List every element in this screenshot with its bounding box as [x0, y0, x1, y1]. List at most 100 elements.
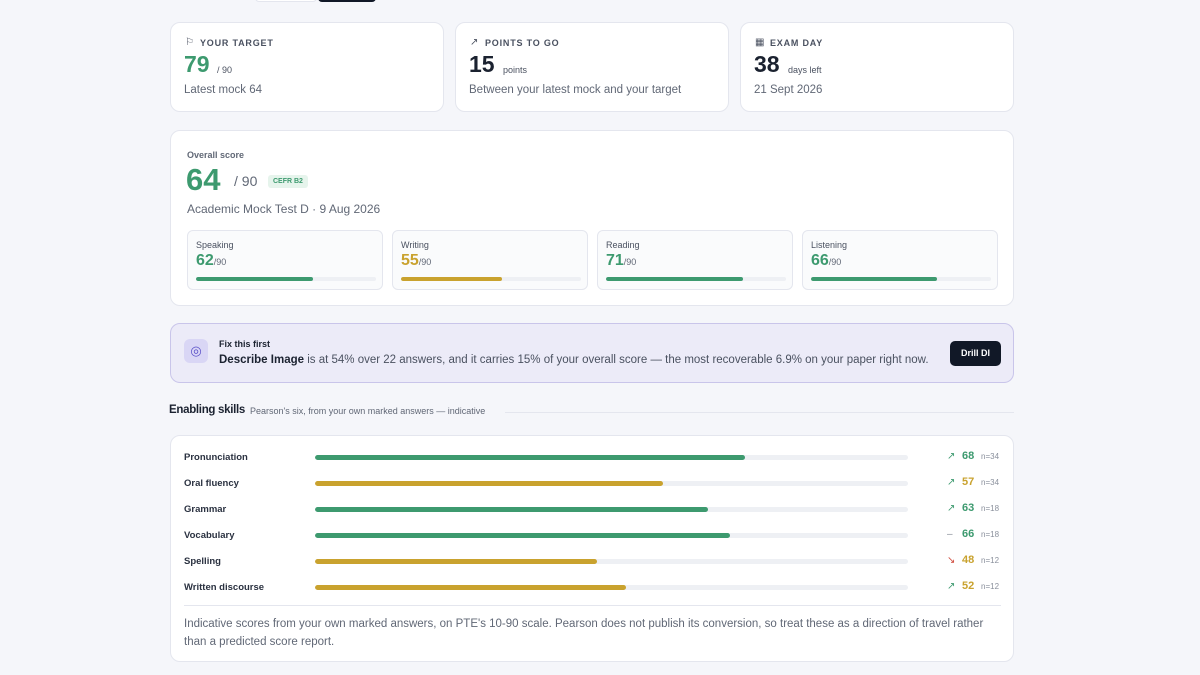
skill-count: n=18	[981, 504, 1000, 513]
subscore-unit: /90	[213, 257, 227, 267]
subscore-card: Listening 66/90	[802, 230, 998, 290]
stat-unit: / 90	[217, 65, 233, 75]
skills-card: Pronunciation ↗ 68 n=34 Oral fluency ↗ 57 n=34 G…	[170, 435, 1014, 662]
stat-card: ↗ POINTS TO GO 15 points Between your latest…	[455, 22, 729, 112]
bar-track	[315, 507, 908, 512]
stat-label: YOUR TARGET	[200, 38, 274, 48]
bar-track	[401, 277, 581, 281]
stat-icon: ▦	[755, 37, 765, 48]
stat-note: Between your latest mock and your target	[469, 84, 682, 96]
overall-label: Overall score	[187, 150, 245, 160]
stat-card: ▦ EXAM DAY 38 days left 21 Sept 2026	[740, 22, 1014, 112]
trend-icon: ↗	[947, 581, 956, 592]
skill-count: n=34	[981, 478, 1000, 487]
bar	[811, 277, 937, 281]
stat-value: 38	[754, 51, 780, 77]
subscore-value: 62/90	[196, 252, 226, 270]
tab-stub	[255, 0, 317, 2]
skills-note: Indicative scores from your own marked a…	[184, 618, 984, 648]
bar	[315, 481, 664, 486]
subscore-name: Speaking	[196, 240, 234, 250]
bar-track	[811, 277, 991, 281]
subscore-card: Writing 55/90	[392, 230, 588, 290]
bar	[196, 277, 313, 281]
overall-value: 64	[186, 162, 221, 197]
stat-unit: days left	[788, 65, 822, 75]
skill-value: 66	[962, 528, 975, 540]
subscore-card: Reading 71/90	[597, 230, 793, 290]
stat-label: POINTS TO GO	[485, 38, 560, 48]
skill-value: 48	[962, 554, 975, 566]
trend-icon: ↗	[947, 451, 956, 462]
subscore-value-text: 71	[606, 252, 624, 269]
skill-name: Grammar	[184, 504, 227, 515]
subscore-value: 71/90	[606, 252, 636, 270]
skill-count: n=12	[981, 556, 1000, 565]
subscore-card: Speaking 62/90	[187, 230, 383, 290]
trend-icon: –	[947, 529, 953, 540]
overall-card: Overall score 64 / 90 CEFR B2 Academic M…	[170, 130, 1014, 306]
fix-highlight: Describe Image	[219, 354, 305, 366]
bar	[315, 507, 708, 512]
stat-note: 21 Sept 2026	[754, 84, 823, 96]
fix-title: Fix this first	[219, 339, 271, 349]
stat-unit: points	[503, 65, 528, 75]
bar-track	[315, 585, 908, 590]
stat-card: ⚐ YOUR TARGET 79 / 90 Latest mock 64	[170, 22, 444, 112]
trend-icon: ↗	[947, 503, 956, 514]
skill-name: Oral fluency	[184, 478, 239, 489]
bar-track	[315, 455, 908, 460]
trend-icon: ↗	[947, 477, 956, 488]
skills-subtitle: Pearson's six, from your own marked answ…	[250, 406, 486, 416]
subscore-value-text: 62	[196, 252, 214, 269]
subscore-name: Reading	[606, 240, 640, 250]
skill-name: Pronunciation	[184, 452, 248, 463]
bar	[315, 455, 745, 460]
bar-track	[606, 277, 786, 281]
fix-icon: ◎	[184, 339, 208, 363]
bar	[606, 277, 744, 281]
subscore-unit: /90	[418, 257, 432, 267]
skill-value: 63	[962, 502, 975, 514]
fix-message: is at 54% over 22 answers, and it carrie…	[304, 354, 929, 366]
overall-unit: / 90	[234, 173, 258, 189]
divider	[505, 412, 1014, 413]
test-name: Academic Mock Test D · 9 Aug 2026	[187, 202, 381, 216]
skill-count: n=12	[981, 582, 1000, 591]
drill-button[interactable]: Drill DI	[950, 341, 1001, 366]
stat-note: Latest mock 64	[184, 84, 262, 96]
tab-stub-active	[318, 0, 376, 2]
stat-label: EXAM DAY	[770, 38, 824, 48]
skill-count: n=34	[981, 452, 1000, 461]
cefr-badge: CEFR B2	[268, 175, 308, 188]
stat-value: 15	[469, 51, 495, 77]
fix-card: ◎ Fix this first Describe Image is at 54…	[170, 323, 1014, 383]
bar-track	[315, 533, 908, 538]
skill-value: 52	[962, 580, 975, 592]
bar-track	[315, 481, 908, 486]
bar-track	[196, 277, 376, 281]
bar	[315, 585, 627, 590]
skill-name: Spelling	[184, 556, 221, 567]
skill-name: Vocabulary	[184, 530, 235, 541]
skill-value: 57	[962, 476, 975, 488]
skill-name: Written discourse	[184, 582, 265, 593]
subscore-name: Writing	[401, 240, 429, 250]
bar	[315, 533, 731, 538]
bar	[315, 559, 597, 564]
subscore-name: Listening	[811, 240, 848, 250]
bar-track	[315, 559, 908, 564]
stat-icon: ⚐	[185, 37, 194, 48]
bar	[401, 277, 503, 281]
subscore-value: 55/90	[401, 252, 431, 270]
stat-value: 79	[184, 51, 210, 77]
skills-title: Enabling skills	[169, 404, 246, 416]
subscore-unit: /90	[828, 257, 842, 267]
stat-icon: ↗	[470, 37, 479, 48]
trend-icon: ↘	[947, 555, 956, 566]
fix-text: Describe Image is at 54% over 22 answers…	[219, 354, 929, 366]
skill-count: n=18	[981, 530, 1000, 539]
subscore-value-text: 66	[811, 252, 829, 269]
subscore-unit: /90	[623, 257, 637, 267]
